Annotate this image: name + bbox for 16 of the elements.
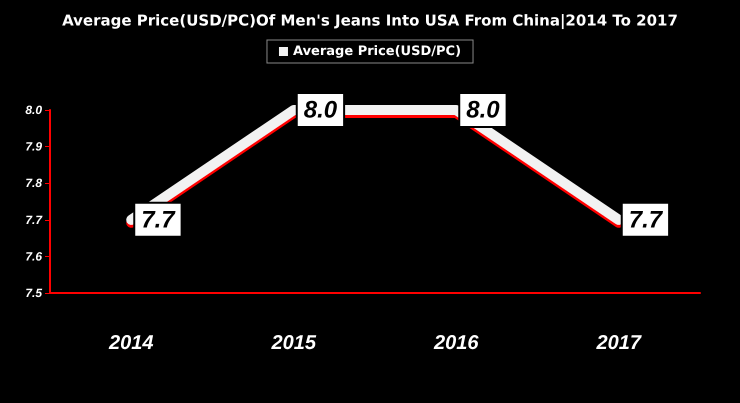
text: 8.0 [304,96,338,124]
y-tick-label: 7.8 [25,176,42,190]
y-tick-label: 8.0 [25,103,42,117]
y-tick-label: 7.9 [25,140,42,154]
x-tick-label: 2016 [433,332,480,354]
x-tick-label: 2014 [108,332,154,354]
text: 7.7 [628,206,662,234]
y-tick-label: 7.5 [25,286,42,300]
x-tick-label: 2017 [596,332,642,354]
x-tick-label: 2015 [270,332,317,354]
text: 7.7 [141,206,175,234]
y-tick-label: 7.7 [25,212,44,227]
text: 8.0 [466,96,500,124]
chart-title: Average Price(USD/PC)Of Men's Jeans Into USA From China|2014 To 2017 [62,12,678,30]
y-tick-label: 7.6 [25,249,42,264]
legend-label: Average Price(USD/PC) [292,44,462,59]
